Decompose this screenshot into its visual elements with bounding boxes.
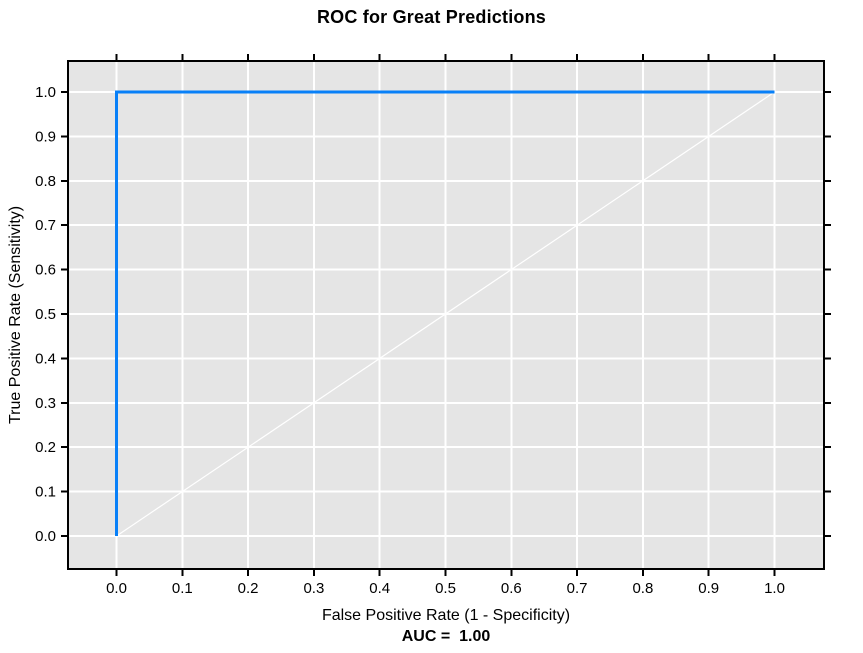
auc-annotation: AUC = 1.00 [401, 628, 491, 645]
y-tick-label: 0.8 [35, 173, 56, 190]
y-tick-label: 0.7 [35, 217, 56, 234]
y-tick-label: 0.6 [35, 262, 56, 279]
y-tick-label: 1.0 [35, 84, 56, 101]
x-tick-label: 0.7 [567, 580, 588, 597]
y-tick-label: 0.9 [35, 128, 56, 145]
y-axis-title: True Positive Rate (Sensitivity) [7, 205, 24, 425]
roc-curve-line [115, 90, 775, 536]
x-tick-label: 1.0 [764, 580, 785, 597]
y-tick-label: 0.5 [35, 306, 56, 323]
x-tick-label: 0.2 [238, 580, 259, 597]
x-tick-label: 0.1 [172, 580, 193, 597]
x-tick-label: 0.3 [303, 580, 324, 597]
y-tick-label: 0.0 [35, 528, 56, 545]
x-tick-label: 0.8 [632, 580, 653, 597]
y-tick-label: 0.2 [35, 439, 56, 456]
x-axis-title: False Positive Rate (1 - Specificity) [321, 607, 571, 624]
y-tick-label: 0.4 [35, 350, 56, 367]
y-tick-label: 0.3 [35, 395, 56, 412]
chance-diagonal-line [116, 91, 775, 537]
x-tick-label: 0.4 [369, 580, 390, 597]
chart-title: ROC for Great Predictions [316, 7, 547, 27]
x-tick-label: 0.9 [698, 580, 719, 597]
x-tick-label: 0.0 [106, 580, 127, 597]
x-tick-label: 0.6 [501, 580, 522, 597]
x-tick-label: 0.5 [435, 580, 456, 597]
y-tick-label: 0.1 [35, 484, 56, 501]
